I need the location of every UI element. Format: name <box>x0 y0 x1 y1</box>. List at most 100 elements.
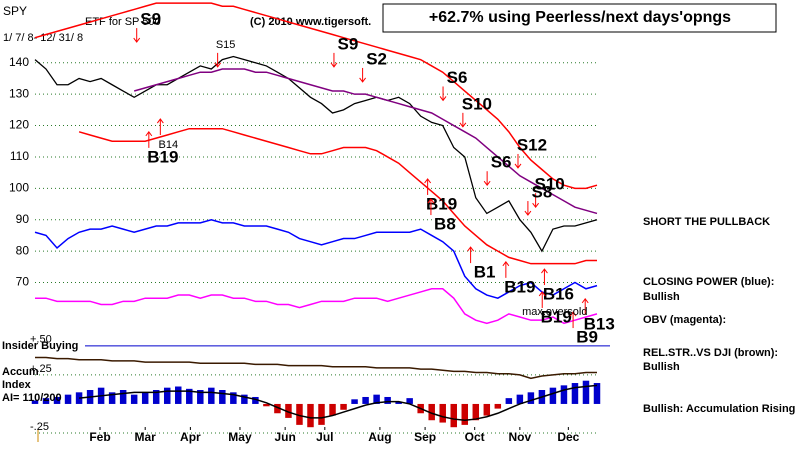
accum-bar <box>450 403 457 428</box>
accum-bar <box>42 398 50 404</box>
signal-arrow-head <box>439 96 447 102</box>
y2-tick-label: -.25 <box>30 421 49 433</box>
y-tick-label: 130 <box>9 86 29 100</box>
accum-bar <box>230 392 237 404</box>
signal-label: B13 <box>584 314 615 333</box>
accum-bar <box>241 394 248 404</box>
signal-arrow-head <box>502 261 510 267</box>
y-tick-label: 80 <box>16 243 30 257</box>
signal-arrow-head <box>541 268 548 274</box>
accum-bar <box>197 390 204 404</box>
accum-bar <box>340 403 347 410</box>
signal-label: B1 <box>474 263 496 282</box>
y-tick-label: 90 <box>16 212 30 226</box>
panel-label: Index <box>2 379 32 391</box>
signal-label: B14 <box>159 139 179 151</box>
y-tick-label: 110 <box>10 149 29 163</box>
x-tick-label: May <box>228 430 252 444</box>
accum-bar <box>549 387 557 404</box>
accum-bar <box>31 400 39 404</box>
x-tick-label: Feb <box>89 430 110 444</box>
x-tick-label: Sep <box>414 430 436 444</box>
note: CLOSING POWER (blue): <box>643 276 774 288</box>
accum-bar <box>175 386 182 404</box>
accum-bar <box>219 390 226 404</box>
signal-arrow-head <box>532 202 540 209</box>
signal-arrow-head <box>133 37 141 43</box>
accum-bar <box>395 401 402 404</box>
signal-arrow-head <box>424 178 432 184</box>
accum-bar <box>130 394 138 404</box>
x-tick-label: Nov <box>509 430 532 444</box>
signal-arrow-head <box>359 77 367 83</box>
date-range: 1/ 7/ 8- 12/ 31/ 8 <box>3 32 83 44</box>
subtitle: ETF for SP 500 <box>85 16 161 28</box>
series-line <box>34 2 598 190</box>
y2-tick-label: +.25 <box>30 363 52 375</box>
panel-label: Accum <box>2 366 39 378</box>
x-tick-label: Oct <box>465 430 485 444</box>
accum-bar <box>483 403 491 416</box>
panel-label: Insider Buying <box>2 340 78 352</box>
signal-arrow-head <box>524 210 532 216</box>
accum-bar <box>560 385 568 404</box>
signal-label: B19 <box>426 194 457 213</box>
accum-bar <box>373 394 380 404</box>
accum-bar <box>141 392 149 404</box>
signal-arrow-head <box>538 291 546 297</box>
accum-bar <box>318 403 325 425</box>
signal-label: B16 <box>543 285 574 304</box>
signal-label: S6 <box>447 68 468 87</box>
signal-label: S10 <box>534 175 564 194</box>
y-tick-label: 70 <box>16 275 30 289</box>
accum-bar <box>428 403 435 421</box>
accum-bar <box>516 394 524 404</box>
signal-arrow-head <box>483 180 491 187</box>
accum-bar <box>64 394 72 404</box>
signal-label: B8 <box>434 215 456 234</box>
x-tick-label: Jul <box>316 430 333 444</box>
x-tick-label: Apr <box>180 430 201 444</box>
signal-label: S9 <box>140 10 161 29</box>
accum-bar <box>152 390 160 404</box>
accum-bar <box>527 392 535 404</box>
signal-arrow-head <box>156 118 164 124</box>
note: Bullish <box>643 361 680 373</box>
signal-label: B19 <box>147 147 178 166</box>
signal-arrow-head <box>569 311 577 317</box>
signal-arrow-head <box>581 298 589 304</box>
signal-arrow-head <box>514 163 522 169</box>
annotation: max.oversold <box>522 306 587 318</box>
y-tick-label: 100 <box>9 181 29 195</box>
ticker: SPY <box>3 4 27 18</box>
signal-label: S2 <box>366 49 387 68</box>
signal-arrow-head <box>427 198 435 204</box>
signal-label: B19 <box>541 307 572 326</box>
signal-arrow-head <box>214 62 222 68</box>
accum-bar <box>252 396 259 404</box>
accum-bar <box>593 383 601 404</box>
x-tick-label: Dec <box>557 430 579 444</box>
signal-arrow-head <box>459 122 467 128</box>
series-line <box>35 288 598 325</box>
accum-bar <box>406 398 413 404</box>
accum-bar <box>263 403 270 407</box>
signal-arrow-head <box>145 131 153 137</box>
signal-arrow-head <box>467 246 475 252</box>
accum-bar <box>439 403 446 423</box>
accum-bar <box>108 392 116 404</box>
accum-bar <box>163 387 171 404</box>
signal-label: B19 <box>504 277 535 296</box>
signal-label: S6 <box>491 153 512 172</box>
signal-label: S15 <box>216 39 236 51</box>
y2-tick-label: +.50 <box>30 334 52 346</box>
accum-bar <box>208 387 215 404</box>
accum-bar <box>384 396 391 404</box>
signal-arrow-head <box>330 62 338 68</box>
signal-label: S12 <box>517 135 547 154</box>
x-tick-label: Aug <box>368 430 391 444</box>
accum-bar <box>505 398 513 404</box>
credit: (C) 2010 www.tigersoft. <box>250 16 371 28</box>
signal-label: S8 <box>532 183 553 202</box>
accum-bar <box>285 403 292 418</box>
